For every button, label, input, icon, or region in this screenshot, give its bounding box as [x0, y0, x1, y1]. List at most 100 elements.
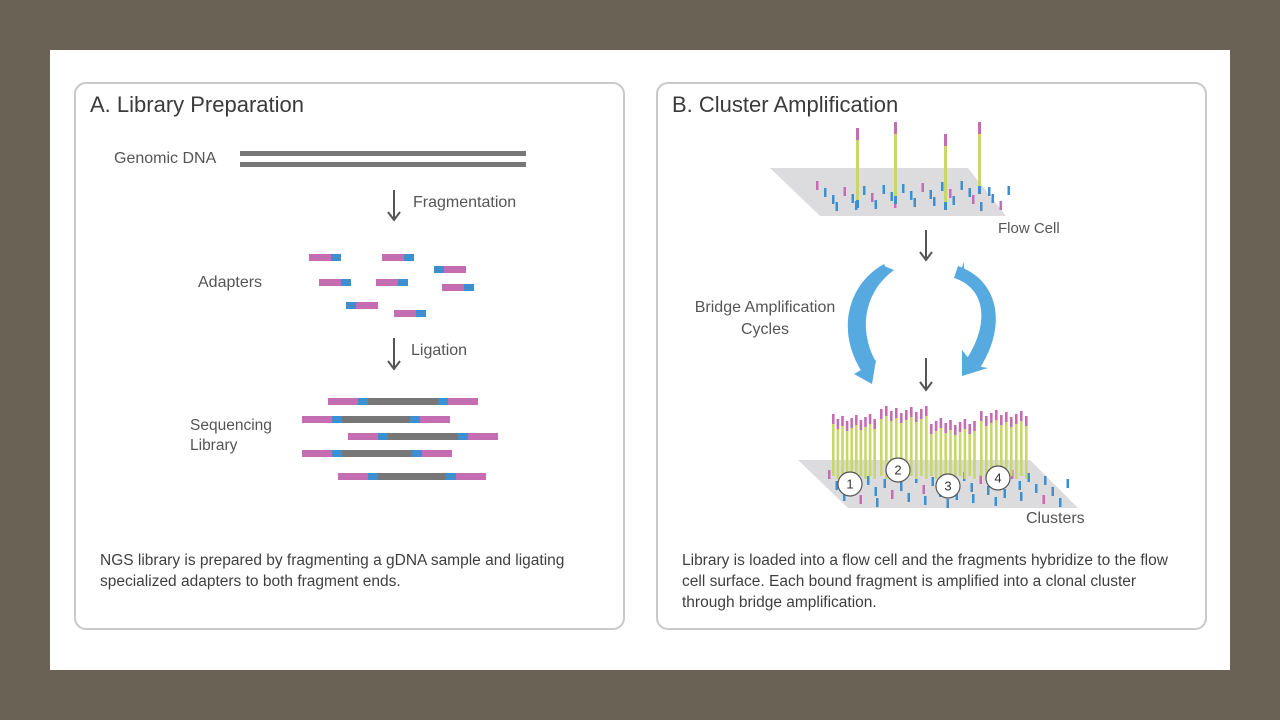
adapter-pink: [968, 424, 971, 434]
oligo: [900, 482, 903, 491]
oligo: [933, 197, 936, 206]
oligo: [832, 195, 835, 204]
oligo: [1042, 495, 1045, 504]
adapter-blue: [398, 279, 408, 286]
adapter-blue: [358, 398, 368, 405]
adapter-blue: [412, 450, 422, 457]
oligo: [1044, 476, 1047, 485]
strand: [944, 433, 947, 479]
oligo: [1020, 492, 1023, 501]
cluster: [930, 418, 976, 479]
adapter-pink: [864, 417, 867, 427]
library-fragment: [302, 416, 450, 423]
adapter-pink: [859, 420, 863, 430]
adapter-pink: [442, 284, 464, 291]
badge-number: 4: [994, 471, 1001, 486]
bound-fragments: [856, 122, 981, 210]
oligo: [1003, 489, 1006, 498]
oligo: [910, 191, 913, 200]
fragmentation-label: Fragmentation: [413, 194, 517, 211]
library-fragment: [328, 398, 478, 405]
down-arrow-icon: [919, 230, 933, 262]
oligo: [941, 182, 944, 191]
strand: [949, 430, 952, 476]
adapter-pink: [356, 302, 378, 309]
adapter-pink: [920, 409, 923, 419]
oligo: [946, 499, 949, 508]
badge-circle: [985, 465, 1011, 491]
panel-a-title: A. Library Preparation: [90, 92, 304, 117]
adapter-blue: [894, 196, 897, 204]
strand: [944, 146, 947, 202]
adapter-blue: [404, 254, 414, 261]
bound-fragment: [894, 122, 897, 204]
badge-circle: [885, 457, 911, 483]
strand: [973, 431, 976, 479]
strand: [1020, 421, 1023, 476]
cluster-number-badges: 1 2 3 4: [837, 457, 1011, 499]
adapter-pink: [934, 421, 938, 431]
adapter-blue: [378, 433, 388, 440]
strand: [958, 432, 962, 476]
cluster: [980, 410, 1028, 479]
oligo: [1051, 487, 1054, 496]
adapter-pink: [895, 408, 898, 418]
badge-number: 1: [846, 477, 853, 492]
cluster-amplification-diagram: 1 2 3 4: [770, 122, 1078, 508]
strand: [905, 420, 908, 479]
oligo: [988, 187, 991, 196]
strand: [895, 418, 898, 479]
strand: [855, 425, 858, 479]
adapter-blue: [410, 416, 420, 423]
insert-dna: [342, 450, 412, 457]
sequencing-library-fragments: [302, 398, 498, 480]
adapter-fragment: [434, 266, 466, 273]
down-arrow-icon: [919, 358, 933, 392]
adapter-pink: [382, 254, 404, 261]
adapter-pink: [1010, 417, 1013, 427]
strand: [910, 417, 913, 476]
strand: [836, 429, 840, 479]
bound-fragment: [856, 128, 859, 208]
strand: [873, 429, 876, 479]
oligo: [883, 479, 886, 488]
strand: [934, 431, 938, 479]
adapter-blue: [332, 450, 342, 457]
cycle-arrow-right-icon: [954, 262, 996, 376]
genomic-dna-strand-bottom: [240, 162, 526, 167]
oligo: [929, 190, 932, 199]
oligo: [994, 497, 997, 506]
strand: [890, 421, 893, 476]
adapter-pink: [915, 412, 918, 422]
adapter-pink: [856, 128, 859, 140]
bound-fragment: [978, 122, 981, 194]
adapter-pink: [1015, 414, 1018, 424]
oligo: [828, 470, 831, 479]
oligo: [913, 198, 916, 207]
strand: [995, 420, 998, 479]
library-preparation-panel: A. Library Preparation Genomic DNA Fragm…: [74, 82, 625, 630]
oligo: [907, 493, 910, 502]
adapter-pink: [873, 419, 876, 429]
cluster: [880, 406, 928, 479]
oligo: [972, 195, 975, 204]
adapter-pink: [954, 425, 957, 435]
sequencing-library-label: Sequencing Library: [190, 417, 272, 454]
adapter-pink: [468, 433, 498, 440]
oligo: [970, 483, 973, 492]
oligo: [874, 200, 877, 209]
oligo: [843, 492, 846, 501]
strand: [1015, 424, 1018, 479]
oligo: [876, 498, 879, 507]
strand: [954, 435, 957, 479]
badge-number: 2: [894, 463, 901, 478]
adapter-pink: [302, 416, 332, 423]
adapters-label: Adapters: [198, 274, 263, 291]
genomic-dna-strand-top: [240, 151, 526, 156]
adapter-blue: [944, 202, 947, 210]
oligo: [922, 485, 925, 494]
adapter-pink: [944, 423, 947, 433]
insert-dna: [368, 398, 438, 405]
cluster: [832, 414, 876, 479]
oligo: [816, 181, 819, 190]
